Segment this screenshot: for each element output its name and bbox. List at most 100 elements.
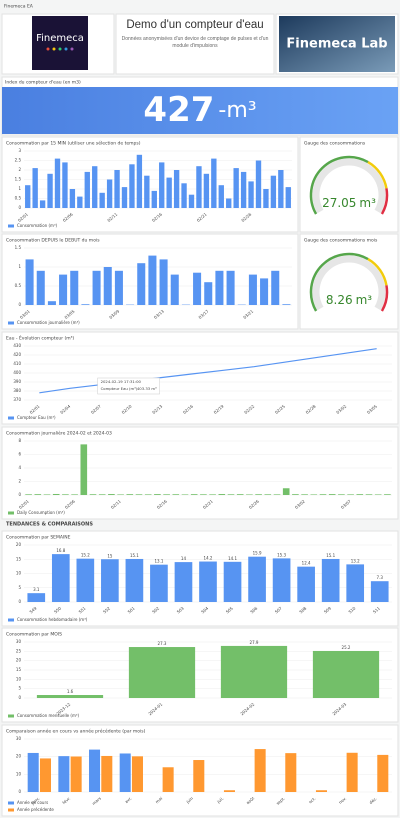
y-tick-label: 0 (18, 599, 21, 604)
legend-label: Année en cours (17, 800, 48, 805)
panel-title: Index du compteur d'eau (en m3) (5, 80, 81, 86)
bar (321, 558, 340, 602)
bar (80, 444, 88, 495)
section-title[interactable]: TENDANCES & COMPARAISONS (6, 522, 93, 528)
x-tick-label: 03/21 (242, 308, 254, 320)
bar (70, 756, 82, 792)
x-tick-label: 02/16 (156, 498, 168, 510)
bar (126, 494, 134, 495)
bar (272, 558, 291, 602)
logo-dot (64, 47, 68, 51)
legend-label: Consommation hebdomadaire (m³) (17, 617, 88, 622)
banner: Demo d'un compteur d'eau Données anonymi… (118, 16, 272, 72)
value-label: 13.2 (351, 558, 360, 563)
logo (32, 16, 88, 70)
x-tick-label: 03/17 (197, 308, 209, 320)
panel (1, 331, 399, 425)
bar (25, 259, 34, 305)
tooltip-label: Compteur Eau (m³) (101, 386, 138, 391)
bar (181, 183, 187, 208)
y-tick-label: 10 (16, 571, 22, 576)
bar (246, 494, 253, 495)
bar (270, 175, 277, 208)
panel-title: Comparaison année en cours vs année préc… (6, 728, 146, 735)
y-tick-label: 400 (13, 370, 21, 375)
logo-dot (70, 47, 74, 51)
bar (32, 168, 38, 208)
x-tick-label: S06 (249, 605, 258, 614)
bar (150, 564, 168, 602)
bar (151, 190, 157, 208)
legend-label: Année précédente (17, 807, 54, 812)
bar (255, 494, 262, 495)
y-tick-label: 10 (16, 771, 22, 776)
value-label: 13.1 (154, 559, 163, 564)
bar (121, 187, 128, 208)
bar (159, 162, 165, 208)
lab-image (279, 16, 395, 72)
bar (172, 494, 180, 495)
value-label: 14 (181, 556, 187, 561)
bar (218, 494, 226, 495)
value-label: 15.9 (253, 551, 262, 556)
x-tick-label: 02/01 (17, 211, 29, 223)
bar (236, 494, 244, 495)
value-label: 14.1 (228, 556, 237, 561)
y-tick-label: 0 (18, 789, 21, 794)
x-tick-label: janv. (29, 796, 40, 807)
dashboard-title[interactable]: Finemeca EA (4, 4, 34, 10)
bar (103, 267, 112, 305)
legend-label: Consommation (m³) (17, 223, 58, 228)
bar (248, 274, 257, 305)
x-tick-label: S50 (53, 605, 62, 614)
value-label: 3.1 (33, 587, 40, 592)
bar (260, 278, 269, 305)
tooltip-time: 2024-02-19 17:31:00 (101, 379, 142, 384)
gauge-threshold (309, 252, 369, 312)
x-tick-label: S03 (176, 605, 185, 614)
bar (273, 494, 281, 495)
x-tick-label: 02/01 (29, 403, 41, 415)
bar (148, 255, 157, 305)
x-tick-label: S09 (323, 605, 332, 614)
x-tick-label: S01 (127, 605, 136, 614)
x-tick-label: nov. (338, 796, 348, 805)
bar (128, 647, 196, 698)
bar (27, 593, 46, 602)
gauge-threshold (367, 161, 388, 189)
y-tick-label: 380 (13, 388, 21, 393)
bar (226, 270, 235, 305)
bar (51, 554, 70, 602)
bar (301, 494, 308, 495)
bar (170, 274, 179, 305)
x-tick-label: 03/05 (366, 403, 378, 415)
bar (69, 189, 76, 208)
gauge-threshold (380, 188, 389, 215)
y-tick-label: 5 (18, 585, 21, 590)
legend-label: Daily Consumption (m³) (17, 510, 65, 515)
legend-swatch (8, 416, 14, 420)
legend-swatch (8, 618, 14, 622)
bar (119, 753, 131, 792)
x-tick-label: S07 (274, 605, 283, 614)
y-tick-label: 6 (18, 452, 21, 457)
value-label: 27.9 (250, 640, 259, 645)
y-tick-label: 5 (18, 686, 21, 691)
bar (255, 160, 262, 208)
y-tick-label: 10 (16, 676, 22, 681)
y-tick-label: 2 (18, 167, 21, 172)
panel-title: Consommation par MOIS (6, 632, 62, 638)
bar (84, 171, 90, 208)
panel-title: Consommation par SEMAINE (6, 535, 71, 541)
gauge-value: 8.26 m³ (326, 293, 372, 307)
bar (71, 494, 78, 495)
banner-title: Demo d'un compteur d'eau (126, 19, 264, 31)
y-tick-label: 390 (13, 379, 21, 384)
y-tick-label: 0.5 (15, 283, 22, 288)
bar (227, 494, 235, 495)
bar (263, 189, 269, 208)
y-tick-label: 8 (18, 438, 21, 443)
bar (292, 494, 299, 495)
bar (264, 494, 272, 495)
x-tick-label: 02/26 (240, 211, 252, 223)
